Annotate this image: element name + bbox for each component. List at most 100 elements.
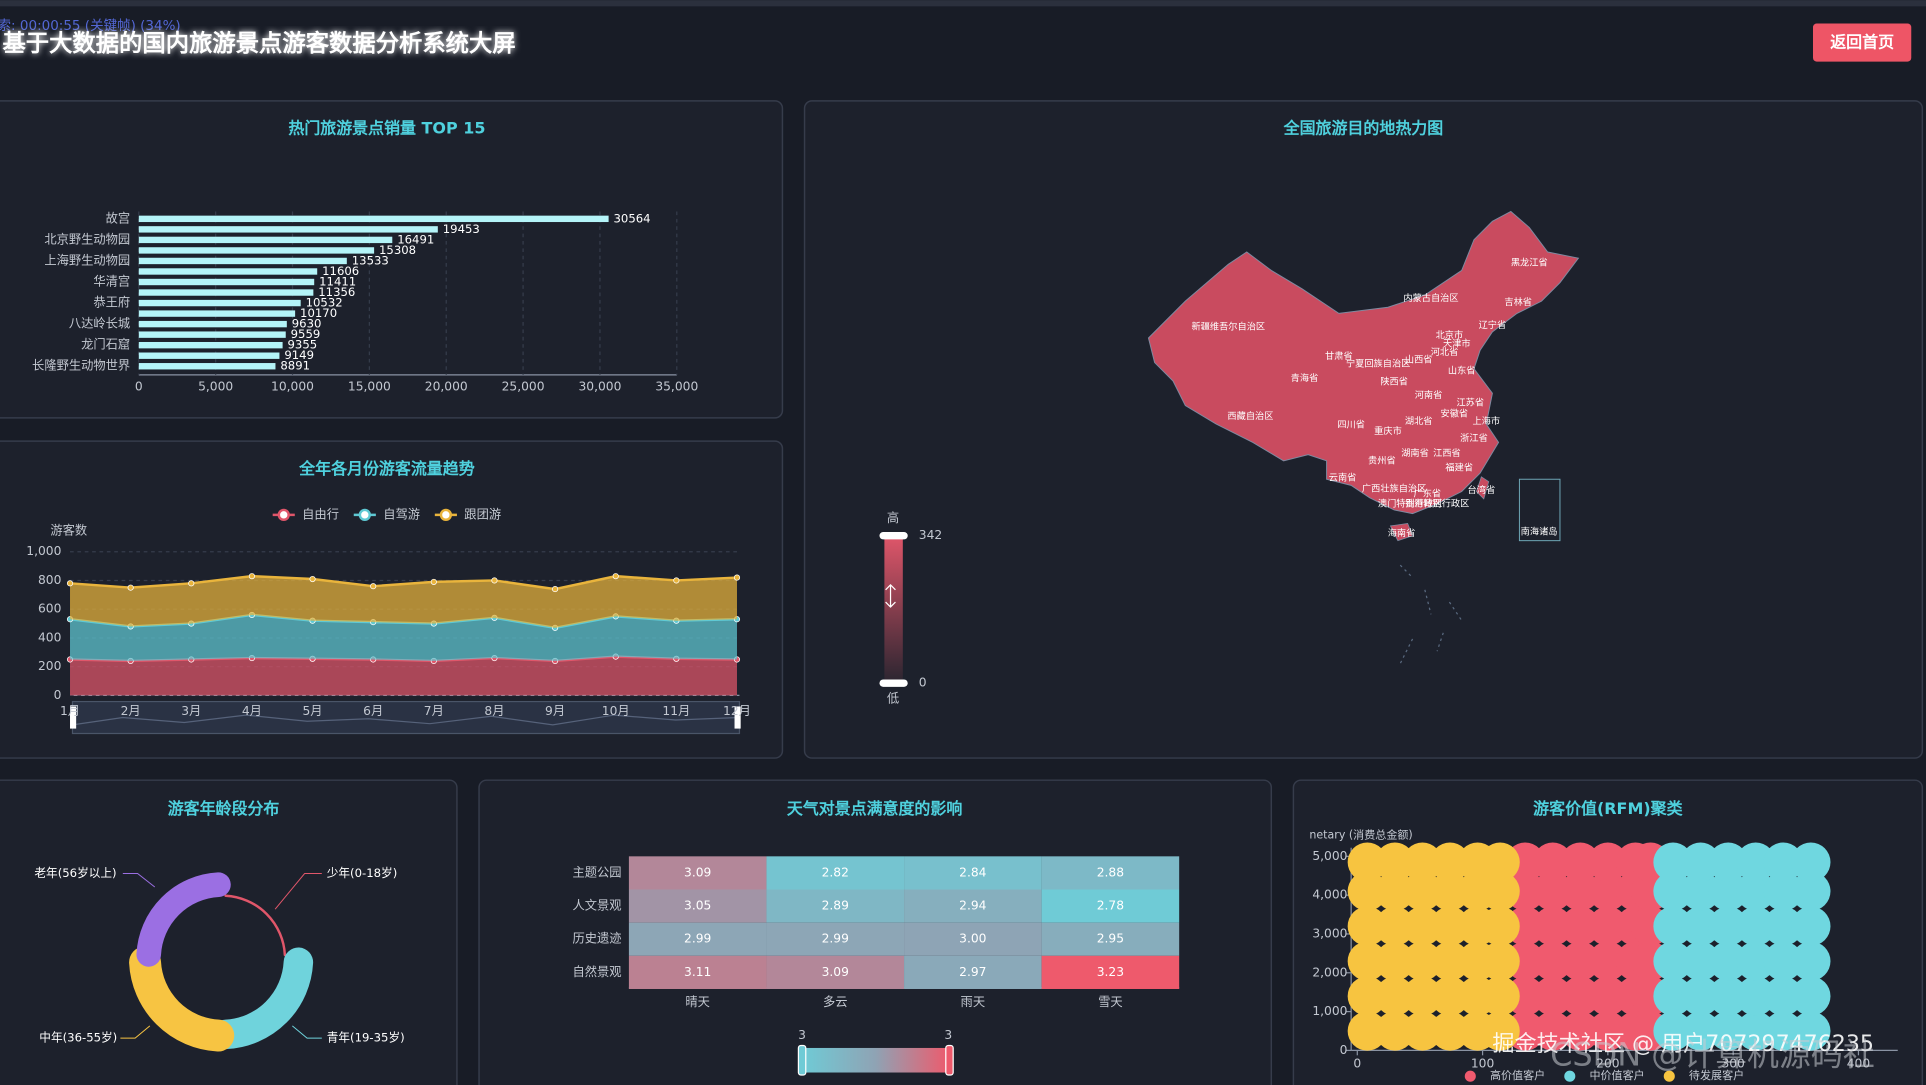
value-label: 16491: [397, 232, 434, 246]
visual-map-max: 3: [944, 1028, 952, 1042]
region-label: 吉林省: [1504, 296, 1532, 308]
point: [552, 586, 559, 593]
x-tick-label: 2月: [121, 704, 141, 718]
point: [1480, 941, 1520, 981]
region-label: 澳门特别行政区: [1378, 497, 1442, 509]
cell-label: 2.84: [959, 865, 987, 879]
region-label: 云南省: [1329, 472, 1357, 484]
region-label: 浙江省: [1460, 432, 1488, 444]
heat-cell: [904, 922, 1042, 956]
watermark: 掘金技术社区 @ 用户707297476235: [1492, 1031, 1874, 1057]
y-tick-label: 2,000: [1312, 965, 1347, 979]
point: [1402, 1011, 1443, 1051]
y-tick-label: 历史遗迹: [572, 932, 621, 946]
zoom-slider[interactable]: [70, 700, 741, 735]
cell-label: 2.99: [684, 932, 711, 946]
point: [1653, 976, 1693, 1016]
value-label: 30564: [614, 211, 651, 225]
point: [1560, 941, 1600, 981]
point: [1347, 1011, 1387, 1051]
y-tick-label: 3,000: [1312, 926, 1347, 940]
visual-map-handle[interactable]: [879, 679, 908, 687]
bar: [138, 352, 280, 359]
point: [66, 580, 74, 587]
point: [1653, 871, 1693, 911]
bar: [138, 363, 276, 370]
point: [1763, 871, 1803, 911]
point: [1347, 842, 1387, 882]
point: [1533, 906, 1573, 946]
x-tick-label: 6月: [363, 704, 383, 718]
x-tick-label: 25,000: [502, 380, 545, 394]
region-label: 江苏省: [1456, 397, 1484, 409]
legend-label: 待发展客户: [1689, 1068, 1744, 1082]
point: [1680, 906, 1721, 946]
point: [1533, 871, 1573, 911]
cell-label: 3.05: [684, 899, 711, 913]
heat-cell: [766, 955, 905, 989]
x-tick-label: 8月: [484, 704, 504, 718]
slider-handle[interactable]: [734, 706, 741, 729]
legend-label: 中价值客户: [1589, 1068, 1644, 1082]
bar: [138, 236, 393, 244]
map-region[interactable]: [1147, 210, 1580, 515]
y-tick-label: 0: [1340, 1043, 1348, 1057]
point: [1588, 871, 1628, 911]
bar: [138, 310, 296, 317]
map-region[interactable]: [1476, 476, 1490, 500]
point: [1560, 976, 1600, 1016]
point: [1402, 842, 1443, 882]
heat-cell: [628, 856, 767, 890]
point: [1430, 1011, 1470, 1051]
x-tick-label: 晴天: [685, 995, 710, 1009]
point: [1708, 976, 1748, 1016]
point: [1533, 842, 1573, 882]
x-tick-label: 100: [1471, 1056, 1494, 1070]
point: [1791, 941, 1831, 981]
map-region[interactable]: [1389, 523, 1414, 542]
bar: [138, 278, 315, 286]
region-label: 北京市: [1436, 329, 1464, 341]
point: [1560, 1011, 1600, 1051]
point: [1430, 906, 1470, 946]
cell-label: 3.11: [684, 965, 711, 979]
slice-label: 老年(56岁以上): [34, 866, 116, 880]
point: [1430, 976, 1470, 1016]
visual-map-handle[interactable]: [879, 532, 908, 540]
panel: [0, 100, 784, 419]
leader-line: [274, 873, 322, 910]
value-label: 9630: [292, 317, 322, 331]
point: [1791, 976, 1831, 1016]
point: [1736, 842, 1776, 882]
y-tick-label: 800: [38, 573, 61, 587]
value-label: 11606: [322, 264, 359, 278]
slider-track[interactable]: [71, 700, 741, 735]
x-tick-label: 多云: [823, 995, 848, 1009]
back-button[interactable]: 返回首页: [1812, 23, 1912, 62]
cell-label: 2.88: [1097, 865, 1124, 879]
visual-map-max: 342: [919, 528, 942, 542]
region-label: 内蒙古自治区: [1403, 292, 1458, 304]
x-tick-label: 20,000: [425, 380, 468, 394]
region-label: 贵州省: [1368, 454, 1396, 466]
back-button-bg[interactable]: [1812, 23, 1912, 62]
region-label: 宁夏回族自治区: [1346, 357, 1410, 369]
legend-icon: [277, 508, 290, 522]
slider-handle[interactable]: [70, 706, 77, 729]
region-label: 江西省: [1433, 447, 1461, 459]
region-label: 台湾省: [1468, 484, 1496, 496]
visual-map-label: 低: [887, 692, 899, 706]
region-label: 湖北省: [1405, 415, 1433, 427]
region-label: 陕西省: [1380, 376, 1408, 388]
region-label: 青海省: [1291, 372, 1319, 384]
visual-map-handle[interactable]: [797, 1044, 807, 1076]
value-label: 11356: [318, 285, 355, 299]
x-tick-label: 5月: [303, 704, 323, 718]
region-label: 福建省: [1445, 462, 1473, 474]
legend-label: 高价值客户: [1490, 1068, 1545, 1082]
visual-map-handle[interactable]: [945, 1044, 954, 1076]
heat-cell: [904, 955, 1042, 989]
y-tick-label: 故宫: [106, 210, 131, 225]
x-tick-label: 300: [1721, 1056, 1744, 1070]
back-button-label[interactable]: 返回首页: [1830, 33, 1894, 52]
